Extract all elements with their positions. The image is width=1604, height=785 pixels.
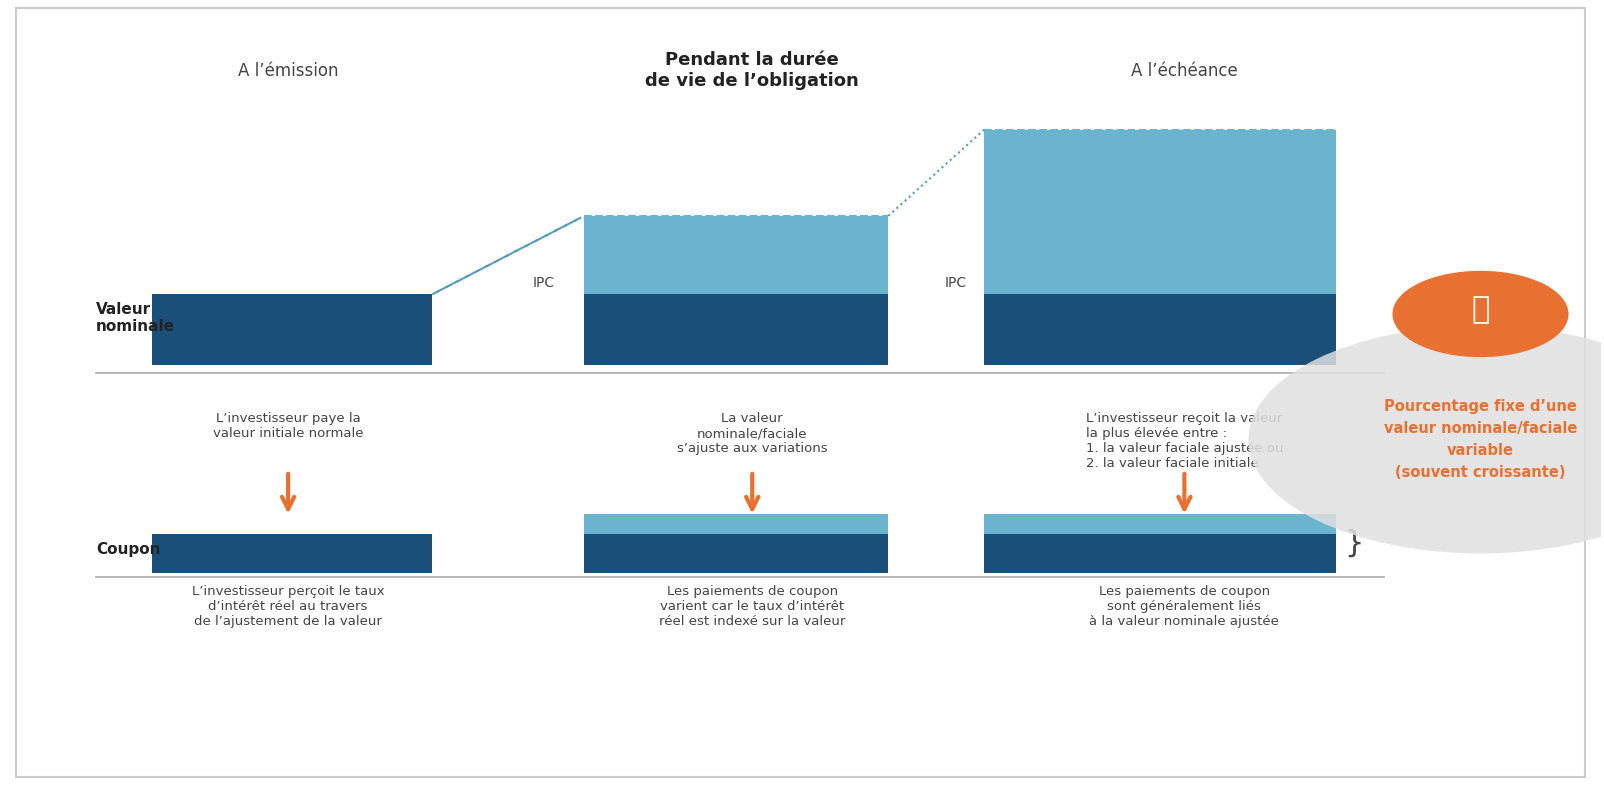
FancyBboxPatch shape (985, 130, 1336, 294)
FancyBboxPatch shape (584, 514, 889, 534)
Text: A l’échéance: A l’échéance (1131, 62, 1238, 79)
Text: Pendant la durée
de vie de l’obligation: Pendant la durée de vie de l’obligation (645, 51, 860, 90)
Text: L’investisseur paye la
valeur initiale normale: L’investisseur paye la valeur initiale n… (213, 412, 364, 440)
Text: Les paiements de coupon
sont généralement liés
à la valeur nominale ajustée: Les paiements de coupon sont généralemen… (1089, 585, 1280, 628)
FancyBboxPatch shape (584, 216, 889, 294)
Text: La valeur
nominale/faciale
s’ajuste aux variations: La valeur nominale/faciale s’ajuste aux … (677, 412, 828, 455)
Text: Pourcentage fixe d’une
valeur nominale/faciale
variable
(souvent croissante): Pourcentage fixe d’une valeur nominale/f… (1384, 399, 1577, 480)
Text: Coupon: Coupon (96, 542, 160, 557)
FancyBboxPatch shape (985, 294, 1336, 365)
Text: L’investisseur reçoit la valeur
la plus élevée entre :
1. la valeur faciale ajus: L’investisseur reçoit la valeur la plus … (1086, 412, 1283, 470)
Circle shape (1248, 326, 1604, 553)
FancyBboxPatch shape (16, 8, 1585, 777)
FancyBboxPatch shape (152, 534, 431, 573)
Circle shape (1392, 271, 1569, 357)
Text: L’investisseur perçoit le taux
d’intérêt réel au travers
de l’ajustement de la v: L’investisseur perçoit le taux d’intérêt… (192, 585, 385, 628)
FancyBboxPatch shape (152, 294, 431, 365)
Text: Valeur
nominale: Valeur nominale (96, 301, 175, 334)
Text: IPC: IPC (945, 276, 967, 290)
FancyBboxPatch shape (584, 534, 889, 573)
FancyBboxPatch shape (985, 534, 1336, 573)
Text: }: } (1344, 529, 1363, 558)
FancyBboxPatch shape (584, 294, 889, 365)
Text: 💡: 💡 (1471, 296, 1490, 324)
Text: Les paiements de coupon
varient car le taux d’intérêt
réel est indexé sur la val: Les paiements de coupon varient car le t… (659, 585, 845, 628)
Text: IPC: IPC (533, 276, 555, 290)
Text: A l’émission: A l’émission (237, 62, 338, 79)
FancyBboxPatch shape (985, 514, 1336, 534)
